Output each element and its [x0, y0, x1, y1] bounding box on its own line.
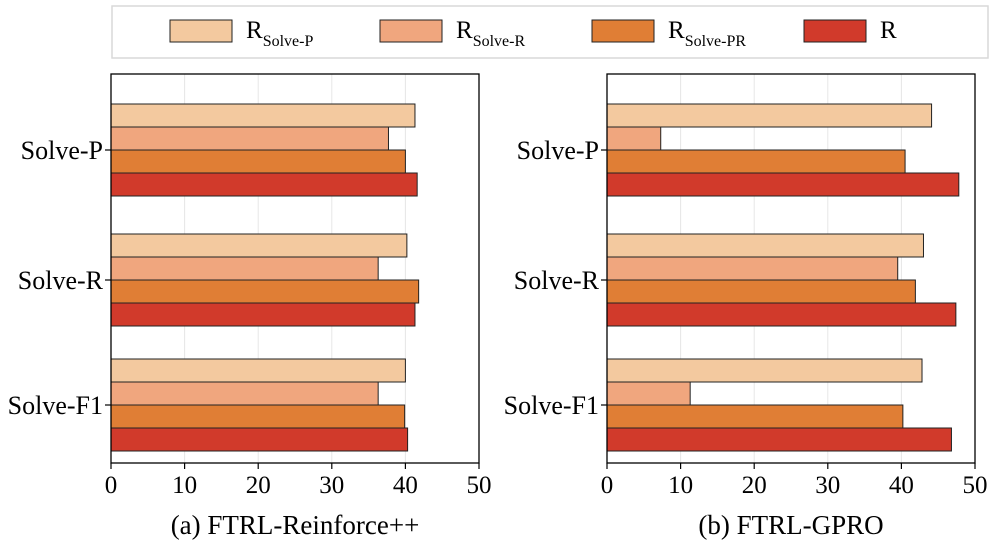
legend: RSolve-P RSolve-R RSolve-PR R [111, 5, 989, 59]
bar-solve-r-r-solve-pr [606, 279, 916, 304]
y-tick-label-solve-f1: Solve-F1 [8, 391, 103, 420]
bar-solve-p-r [110, 172, 418, 197]
bar-solve-p-r-solve-p [110, 103, 416, 128]
bar-solve-r-r-solve-pr [110, 279, 420, 304]
y-tick-label-solve-r: Solve-R [514, 266, 600, 295]
legend-label-4: R [880, 17, 897, 44]
x-tick-label: 30 [319, 472, 344, 499]
bar-solve-r-r [606, 302, 957, 327]
x-tick-label: 0 [601, 472, 614, 499]
legend-label-1: RSolve-P [246, 17, 313, 50]
bar-solve-r-r [110, 302, 416, 327]
bar-solve-p-r [606, 172, 960, 197]
bar-solve-f1-r-solve-p [110, 358, 406, 383]
bar-solve-p-r-solve-pr [110, 149, 406, 174]
x-tick-label: 0 [105, 472, 118, 499]
bar-solve-f1-r-solve-p [606, 358, 923, 383]
x-tick-label: 20 [246, 472, 271, 499]
chart-title: (a) FTRL-Reinforce++ [171, 510, 420, 540]
y-tick-label-solve-p: Solve-P [517, 136, 599, 165]
legend-label-3: RSolve-PR [668, 17, 746, 50]
legend-label-2: RSolve-R [456, 17, 525, 50]
bar-solve-p-r-solve-r [606, 126, 662, 151]
bar-solve-f1-r-solve-r [606, 381, 691, 406]
y-tick-label-solve-f1: Solve-F1 [504, 391, 599, 420]
plot-frame [110, 73, 480, 464]
y-tick-label-solve-r: Solve-R [18, 266, 104, 295]
legend-swatch-2 [379, 19, 443, 43]
bar-solve-f1-r [606, 427, 952, 452]
bar-solve-f1-r-solve-pr [606, 404, 904, 429]
plot-frame [606, 73, 976, 464]
bar-solve-r-r-solve-p [606, 233, 924, 258]
x-tick-label: 50 [467, 472, 492, 499]
bar-solve-r-r-solve-r [606, 256, 899, 281]
bar-solve-f1-r-solve-r [110, 381, 379, 406]
legend-swatch-1 [169, 19, 233, 43]
bar-solve-p-r-solve-p [606, 103, 933, 128]
legend-swatch-4 [803, 19, 867, 43]
chart-title: (b) FTRL-GPRO [698, 510, 883, 540]
x-tick-label: 40 [889, 472, 914, 499]
bar-solve-f1-r [110, 427, 409, 452]
x-tick-label: 10 [172, 472, 197, 499]
bar-solve-p-r-solve-pr [606, 149, 906, 174]
bar-solve-r-r-solve-p [110, 233, 408, 258]
legend-swatch-3 [591, 19, 655, 43]
x-tick-label: 10 [668, 472, 693, 499]
y-tick-label-solve-p: Solve-P [21, 136, 103, 165]
x-tick-label: 40 [393, 472, 418, 499]
chart-ftrl-gpro: Solve-P Solve-R Solve-F1 0 10 20 30 40 50 (b) FTR… [504, 73, 988, 540]
chart-ftrl-reinforce: Solve-P Solve-R Solve-F1 0 10 20 30 40 50 (a) FTR… [8, 73, 492, 540]
bar-solve-r-r-solve-r [110, 256, 379, 281]
bar-solve-f1-r-solve-pr [110, 404, 406, 429]
x-tick-label: 30 [815, 472, 840, 499]
x-tick-label: 20 [742, 472, 767, 499]
x-tick-label: 50 [963, 472, 988, 499]
bar-solve-p-r-solve-r [110, 126, 389, 151]
